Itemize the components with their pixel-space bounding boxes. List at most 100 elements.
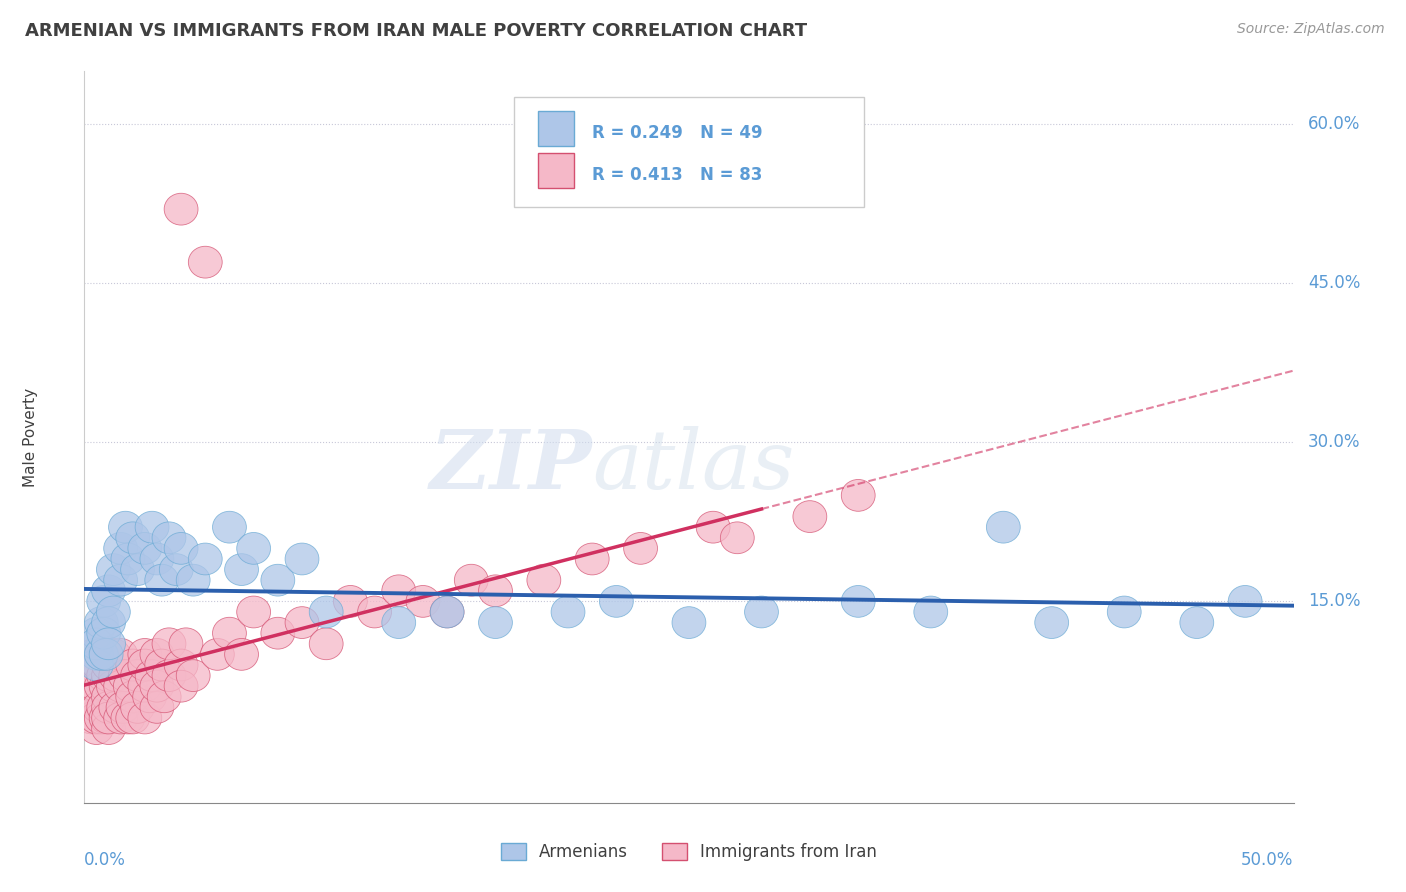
Ellipse shape <box>121 691 155 723</box>
FancyBboxPatch shape <box>538 153 574 188</box>
Ellipse shape <box>309 596 343 628</box>
Ellipse shape <box>91 628 125 660</box>
Ellipse shape <box>176 565 209 596</box>
Ellipse shape <box>91 649 125 681</box>
Ellipse shape <box>115 649 149 681</box>
Ellipse shape <box>104 702 138 734</box>
Ellipse shape <box>135 660 169 691</box>
Ellipse shape <box>152 628 186 660</box>
Ellipse shape <box>84 702 118 734</box>
Text: 15.0%: 15.0% <box>1308 592 1361 610</box>
Ellipse shape <box>91 660 125 691</box>
Text: Source: ZipAtlas.com: Source: ZipAtlas.com <box>1237 22 1385 37</box>
Text: R = 0.413   N = 83: R = 0.413 N = 83 <box>592 167 762 185</box>
Ellipse shape <box>91 681 125 713</box>
Ellipse shape <box>80 660 114 691</box>
Ellipse shape <box>914 596 948 628</box>
Ellipse shape <box>87 617 121 649</box>
Ellipse shape <box>145 565 179 596</box>
Ellipse shape <box>72 660 105 691</box>
Ellipse shape <box>1108 596 1142 628</box>
Ellipse shape <box>87 585 121 617</box>
Ellipse shape <box>188 246 222 278</box>
Ellipse shape <box>169 628 202 660</box>
Ellipse shape <box>382 607 416 639</box>
Ellipse shape <box>91 713 125 745</box>
Text: 30.0%: 30.0% <box>1308 434 1361 451</box>
Ellipse shape <box>430 596 464 628</box>
Ellipse shape <box>262 565 295 596</box>
Text: ARMENIAN VS IMMIGRANTS FROM IRAN MALE POVERTY CORRELATION CHART: ARMENIAN VS IMMIGRANTS FROM IRAN MALE PO… <box>25 22 807 40</box>
Ellipse shape <box>841 480 875 511</box>
Ellipse shape <box>89 670 124 702</box>
Ellipse shape <box>1180 607 1213 639</box>
Text: atlas: atlas <box>592 426 794 507</box>
Ellipse shape <box>406 585 440 617</box>
Ellipse shape <box>720 522 754 554</box>
Ellipse shape <box>77 670 111 702</box>
Ellipse shape <box>430 596 464 628</box>
Ellipse shape <box>97 596 131 628</box>
Ellipse shape <box>91 691 125 723</box>
Ellipse shape <box>128 639 162 670</box>
Ellipse shape <box>624 533 658 565</box>
Ellipse shape <box>111 543 145 574</box>
Text: Male Poverty: Male Poverty <box>24 387 38 487</box>
Ellipse shape <box>91 574 125 607</box>
Ellipse shape <box>527 565 561 596</box>
Ellipse shape <box>454 565 488 596</box>
Ellipse shape <box>128 702 162 734</box>
Ellipse shape <box>132 681 166 713</box>
Ellipse shape <box>696 511 730 543</box>
Ellipse shape <box>575 543 609 574</box>
Ellipse shape <box>75 681 108 713</box>
Ellipse shape <box>104 670 138 702</box>
Text: ZIP: ZIP <box>430 426 592 507</box>
Ellipse shape <box>333 585 367 617</box>
Ellipse shape <box>176 660 209 691</box>
Ellipse shape <box>212 511 246 543</box>
Ellipse shape <box>141 670 174 702</box>
Ellipse shape <box>1035 607 1069 639</box>
Ellipse shape <box>89 702 124 734</box>
Ellipse shape <box>745 596 779 628</box>
Ellipse shape <box>188 543 222 574</box>
Ellipse shape <box>165 194 198 225</box>
Ellipse shape <box>108 660 142 691</box>
Ellipse shape <box>82 691 115 723</box>
Ellipse shape <box>80 628 114 660</box>
Ellipse shape <box>141 543 174 574</box>
Text: 50.0%: 50.0% <box>1241 850 1294 869</box>
Ellipse shape <box>104 565 138 596</box>
Ellipse shape <box>285 607 319 639</box>
Ellipse shape <box>141 691 174 723</box>
Ellipse shape <box>80 639 114 670</box>
Ellipse shape <box>115 681 149 713</box>
Ellipse shape <box>87 691 121 723</box>
Ellipse shape <box>478 574 512 607</box>
Ellipse shape <box>793 500 827 533</box>
Ellipse shape <box>104 533 138 565</box>
Ellipse shape <box>84 639 118 670</box>
Ellipse shape <box>145 649 179 681</box>
Ellipse shape <box>72 691 105 723</box>
Legend: Armenians, Immigrants from Iran: Armenians, Immigrants from Iran <box>495 836 883 868</box>
Ellipse shape <box>89 639 124 670</box>
Ellipse shape <box>97 670 131 702</box>
Ellipse shape <box>141 639 174 670</box>
FancyBboxPatch shape <box>538 111 574 146</box>
Ellipse shape <box>91 607 125 639</box>
Ellipse shape <box>87 660 121 691</box>
Ellipse shape <box>111 702 145 734</box>
Ellipse shape <box>987 511 1021 543</box>
Ellipse shape <box>225 639 259 670</box>
Ellipse shape <box>115 522 149 554</box>
Ellipse shape <box>104 639 138 670</box>
Ellipse shape <box>165 670 198 702</box>
Ellipse shape <box>159 554 193 585</box>
Ellipse shape <box>80 681 114 713</box>
Ellipse shape <box>98 691 132 723</box>
FancyBboxPatch shape <box>513 97 865 207</box>
Ellipse shape <box>212 617 246 649</box>
Ellipse shape <box>236 533 270 565</box>
